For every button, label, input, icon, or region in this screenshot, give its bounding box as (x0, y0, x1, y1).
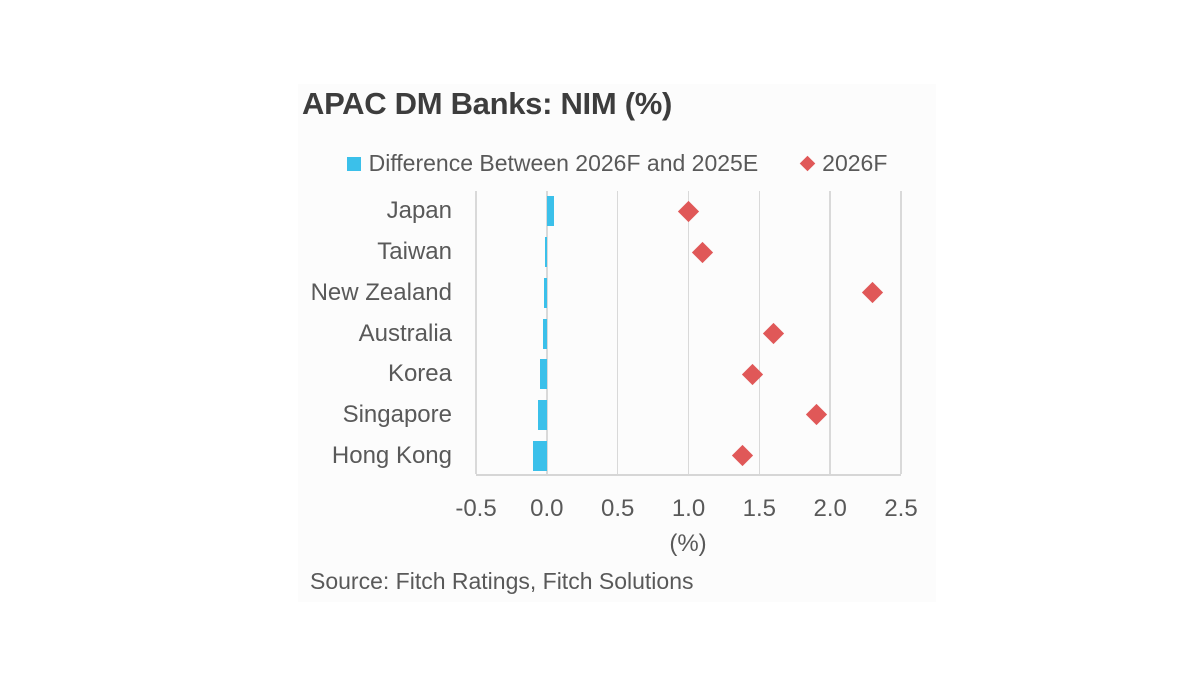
category-label: Hong Kong (331, 441, 452, 469)
category-label: Korea (387, 360, 452, 388)
gridline (475, 191, 477, 474)
legend-item-difference: Difference Between 2026F and 2025E (346, 150, 759, 177)
red-diamond-icon (799, 155, 816, 172)
category-label: Japan (386, 197, 452, 225)
nim-diamond (692, 241, 714, 263)
diff-bar (545, 237, 547, 268)
diff-bar (546, 196, 554, 227)
legend: Difference Between 2026F and 2025E 2026F (298, 150, 936, 177)
legend-item-2026f: 2026F (799, 150, 888, 177)
x-tick-label: 0.5 (600, 495, 635, 522)
nim-diamond (862, 282, 884, 304)
category-axis: Japan Taiwan New Zealand Australia Korea Sing… (298, 191, 452, 476)
x-tick-label: 2.5 (884, 495, 918, 522)
nim-diamond (805, 404, 827, 426)
legend-label-difference: Difference Between 2026F and 2025E (368, 150, 759, 176)
chart-card: APAC DM Banks: NIM (%) Difference Betwee… (298, 84, 936, 602)
gridline (616, 191, 619, 474)
category-label: Singapore (342, 400, 452, 428)
x-tick-label: 1.0 (671, 495, 706, 522)
diff-bar (538, 399, 547, 430)
nim-diamond (677, 200, 700, 222)
diff-bar (544, 277, 547, 308)
x-axis-label: (%) (669, 530, 707, 557)
x-axis-ticks: -0.5 0.0 0.5 1.0 1.5 2.0 2.5 (455, 495, 917, 525)
source-note: Source: Fitch Ratings, Fitch Solutions (310, 568, 694, 594)
nim-diamond (731, 445, 753, 467)
x-tick-label: 1.5 (742, 495, 777, 522)
gridline (829, 191, 831, 474)
chart-title: APAC DM Banks: NIM (%) (302, 86, 673, 121)
legend-label-2026f: 2026F (822, 150, 888, 176)
diff-bar (542, 318, 547, 349)
diff-bar (539, 359, 547, 390)
blue-square-icon (346, 156, 361, 171)
diff-bar (532, 440, 547, 471)
x-tick-label: 2.0 (813, 495, 847, 522)
x-tick-label: 0.0 (530, 495, 564, 522)
category-label: New Zealand (310, 278, 452, 306)
x-tick-label: -0.5 (455, 495, 497, 522)
category-label: Taiwan (377, 238, 452, 266)
gridline (758, 191, 761, 474)
gridline (900, 191, 902, 474)
gridline (687, 191, 690, 474)
category-label: Australia (358, 319, 452, 347)
plot-area (475, 191, 902, 476)
nim-diamond (762, 322, 785, 345)
